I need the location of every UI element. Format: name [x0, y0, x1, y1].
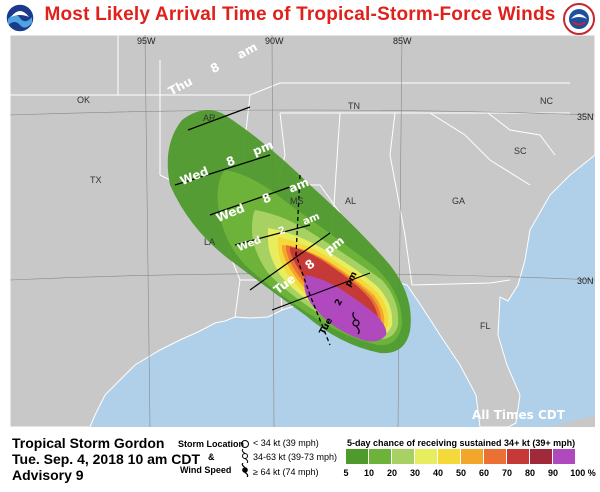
colorbar-cell — [438, 449, 461, 464]
legend-storm-location: Storm Location — [178, 439, 245, 449]
tropical-storm-icon — [352, 311, 360, 335]
colorbar-cell — [415, 449, 438, 464]
state-label-tn: TN — [348, 101, 360, 111]
noaa-logo — [5, 3, 35, 33]
legend-item-label: < 34 kt (39 mph) — [253, 438, 319, 448]
state-label-nc: NC — [540, 96, 553, 106]
time-ticks — [174, 106, 371, 311]
time-hour: 8 — [260, 190, 274, 207]
legend-wind-speed: Wind Speed — [180, 465, 232, 475]
colorbar-cell — [392, 449, 415, 464]
colorbar-tick-label: 30 — [409, 468, 420, 478]
colorbar-tick-label: 70 — [501, 468, 512, 478]
land-cuba — [550, 415, 595, 427]
state-label-tx: TX — [90, 175, 102, 185]
state-label-ms: MS — [290, 196, 304, 206]
arrival-track — [295, 174, 331, 346]
advisory-date: Tue. Sep. 4, 2018 10 am CDT — [12, 451, 201, 467]
colorbar-tick-label: 80 — [524, 468, 535, 478]
open-circle-icon — [241, 440, 249, 448]
colorbar-tick-label: 20 — [386, 468, 397, 478]
state-label-ga: GA — [452, 196, 466, 206]
state-label-ok: OK — [77, 95, 91, 105]
colorbar-tick-label: 50 — [455, 468, 466, 478]
state-label-ar: AR — [203, 113, 216, 123]
colorbar — [346, 449, 576, 464]
lat-label-30n: 30N — [577, 276, 594, 286]
colorbar-tick-label: 10 — [363, 468, 374, 478]
storm-name: Tropical Storm Gordon — [12, 435, 165, 451]
colorbar-tick-label: 60 — [478, 468, 489, 478]
legend-amp: & — [208, 452, 215, 462]
colorbar-cell — [461, 449, 484, 464]
map-title: Most Likely Arrival Time of Tropical-Sto… — [44, 4, 556, 25]
colorbar-cell — [346, 449, 369, 464]
hurricane-icon — [241, 463, 249, 477]
colorbar-tick-label: 5 — [343, 468, 349, 478]
state-label-fl: FL — [480, 321, 491, 331]
legend-item-label: 34-63 kt (39-73 mph) — [253, 452, 338, 462]
state-label-sc: SC — [514, 146, 527, 156]
map — [10, 35, 595, 427]
tropical-storm-icon — [241, 449, 249, 463]
advisory-number: Advisory 9 — [12, 467, 84, 483]
colorbar-cell — [484, 449, 507, 464]
colorbar-tick-label: 90 — [547, 468, 558, 478]
lat-label-35n: 35N — [577, 112, 594, 122]
colorbar-cell — [369, 449, 392, 464]
colorbar-cell — [530, 449, 553, 464]
nws-logo — [563, 3, 595, 35]
time-hour: 8 — [224, 153, 238, 170]
legend-item-label: ≥ 64 kt (74 mph) — [253, 467, 319, 477]
state-label-la: LA — [204, 237, 216, 247]
swath-90pct — [304, 275, 387, 342]
times-note: All Times CDT — [472, 408, 565, 422]
lon-label-95w: 95W — [137, 36, 156, 46]
state-label-al: AL — [345, 196, 357, 206]
colorbar-tick-label: 40 — [432, 468, 443, 478]
colorbar-cell — [553, 449, 576, 464]
colorbar-cell — [507, 449, 530, 464]
lon-label-85w: 85W — [393, 36, 412, 46]
colorbar-tick-label: 100 % — [570, 468, 596, 478]
lon-label-90w: 90W — [265, 36, 284, 46]
